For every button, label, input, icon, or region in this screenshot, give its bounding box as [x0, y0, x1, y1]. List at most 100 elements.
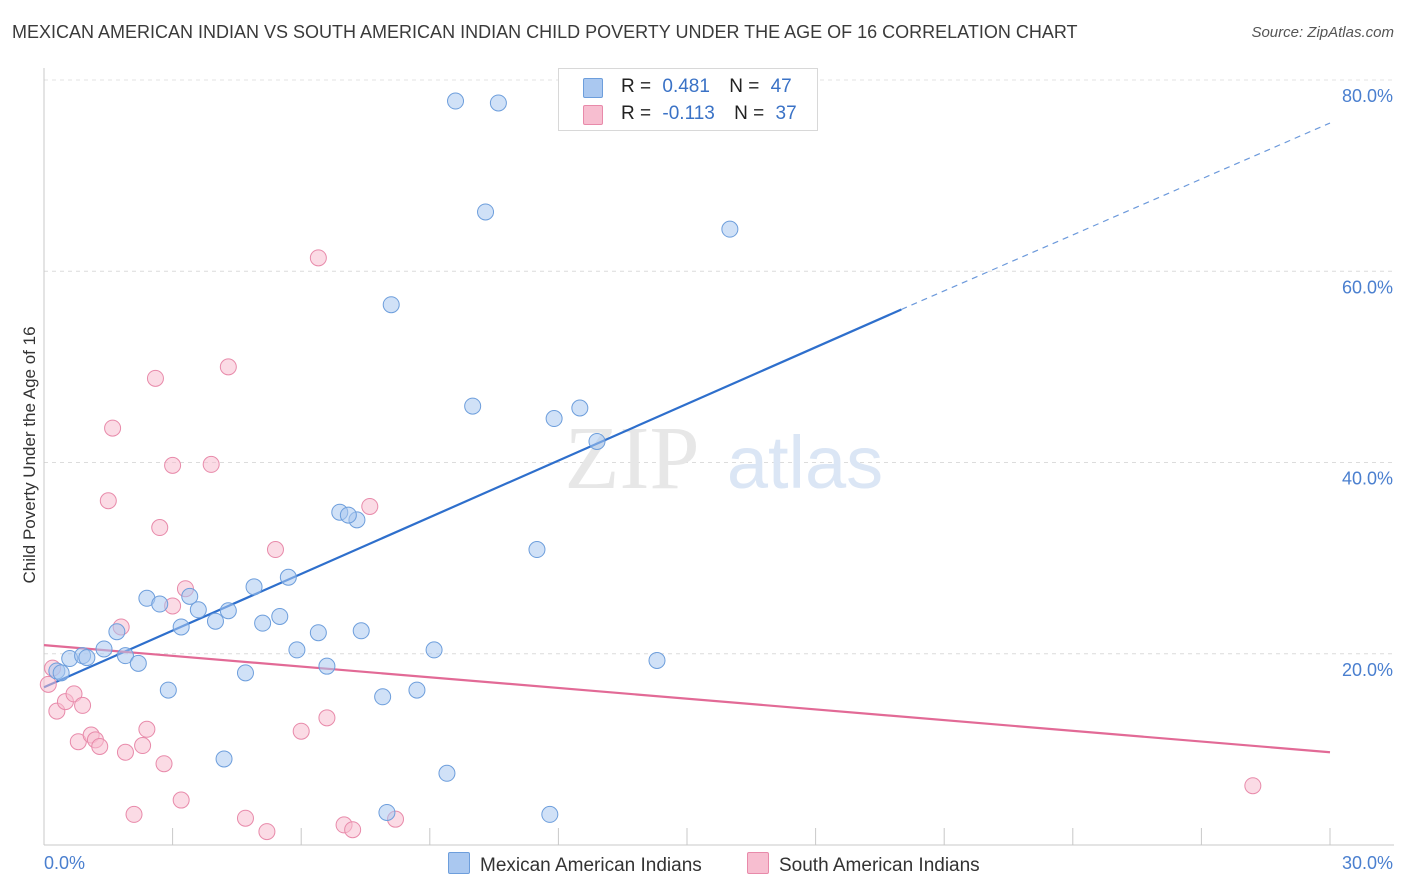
point-south	[65, 685, 83, 703]
point-mexican	[318, 657, 336, 675]
series-name: Mexican American Indians	[480, 855, 702, 876]
watermark-atlas: atlas	[727, 421, 883, 504]
point-mexican	[528, 541, 546, 559]
point-mexican	[116, 647, 134, 665]
point-mexican	[438, 764, 456, 782]
point-mexican	[172, 618, 190, 636]
point-south	[236, 809, 254, 827]
y-tick-label: 20.0%	[1342, 660, 1393, 680]
point-south	[344, 821, 362, 839]
correlation-legend: R = 0.481 N = 47 R = -0.113 N = 37	[558, 68, 818, 131]
point-south	[116, 743, 134, 761]
legend-r-value: 0.481	[662, 76, 710, 97]
point-mexican	[464, 397, 482, 415]
point-south	[219, 358, 237, 376]
point-south	[309, 249, 327, 267]
y-axis-label: Child Poverty Under the Age of 16	[20, 326, 39, 583]
series-name: South American Indians	[779, 855, 980, 876]
point-south	[155, 755, 173, 773]
point-south	[134, 737, 152, 755]
point-south	[74, 696, 92, 714]
point-mexican	[541, 805, 559, 823]
point-mexican	[245, 578, 263, 596]
series-swatch-pink	[747, 852, 769, 874]
legend-row-mexican: R = 0.481 N = 47	[583, 76, 792, 98]
point-south	[125, 805, 143, 823]
legend-r-label: R =	[621, 103, 652, 124]
point-mexican	[545, 410, 563, 428]
point-mexican	[378, 803, 396, 821]
point-mexican	[374, 688, 392, 706]
trend-line-extension	[901, 122, 1331, 311]
legend-n-label: N =	[729, 76, 760, 97]
point-south	[361, 497, 379, 515]
legend-n-label: N =	[734, 103, 765, 124]
legend-swatch-pink	[583, 105, 603, 125]
series-legend-mexican: Mexican American Indians	[448, 852, 702, 877]
point-mexican	[288, 641, 306, 659]
watermark: ZIP atlas	[565, 409, 884, 508]
legend-n-value: 37	[775, 103, 797, 124]
point-mexican	[181, 587, 199, 605]
point-mexican	[219, 602, 237, 620]
y-tick-label: 60.0%	[1342, 277, 1393, 297]
point-mexican	[254, 614, 272, 632]
legend-swatch-blue	[583, 78, 603, 98]
point-south	[151, 519, 169, 537]
point-mexican	[279, 568, 297, 586]
point-south	[91, 738, 109, 756]
point-mexican	[215, 750, 233, 768]
source-credit: Source: ZipAtlas.com	[1251, 24, 1394, 41]
y-tick-label: 80.0%	[1342, 86, 1393, 106]
point-south	[164, 456, 182, 474]
point-mexican	[206, 612, 224, 630]
point-south	[292, 722, 310, 740]
legend-r-label: R =	[621, 76, 652, 97]
point-south	[318, 709, 336, 727]
point-south	[104, 419, 122, 437]
point-south	[258, 823, 276, 841]
legend-n-value: 47	[770, 76, 792, 97]
point-mexican	[339, 506, 357, 524]
point-mexican	[78, 649, 96, 667]
trend-line-south	[43, 644, 1331, 754]
y-tick-label: 40.0%	[1342, 469, 1393, 489]
chart-title: MEXICAN AMERICAN INDIAN VS SOUTH AMERICA…	[12, 22, 1078, 42]
point-mexican	[352, 622, 370, 640]
point-south	[146, 369, 164, 387]
point-mexican	[447, 92, 465, 110]
watermark-zip: ZIP	[565, 409, 700, 508]
point-south	[99, 492, 117, 510]
x-tick-label: 30.0%	[1342, 853, 1393, 873]
point-mexican	[151, 595, 169, 613]
axes	[43, 68, 1394, 846]
point-south	[39, 675, 57, 693]
point-mexican	[382, 296, 400, 314]
grid-lines	[44, 79, 1394, 655]
legend-row-south: R = -0.113 N = 37	[583, 103, 797, 125]
point-mexican	[108, 623, 126, 641]
point-south	[266, 541, 284, 559]
point-mexican	[189, 601, 207, 619]
point-mexican	[648, 651, 666, 669]
point-mexican	[129, 654, 147, 672]
point-south	[172, 791, 190, 809]
point-mexican	[159, 681, 177, 699]
point-south	[1244, 777, 1262, 795]
series-swatch-blue	[448, 852, 470, 874]
point-mexican	[236, 664, 254, 682]
point-mexican	[408, 681, 426, 699]
point-mexican	[52, 664, 70, 682]
point-mexican	[489, 94, 507, 112]
point-south	[202, 455, 220, 473]
series-legend-south: South American Indians	[747, 852, 980, 877]
point-mexican	[271, 607, 289, 625]
point-mexican	[309, 624, 327, 642]
tick-labels: 20.0% 40.0% 60.0% 80.0% 0.0% 30.0%	[44, 86, 1393, 873]
point-mexican	[477, 203, 495, 221]
point-mexican	[425, 641, 443, 659]
point-mexican	[571, 399, 589, 417]
point-mexican	[95, 640, 113, 658]
point-mexican	[588, 432, 606, 450]
